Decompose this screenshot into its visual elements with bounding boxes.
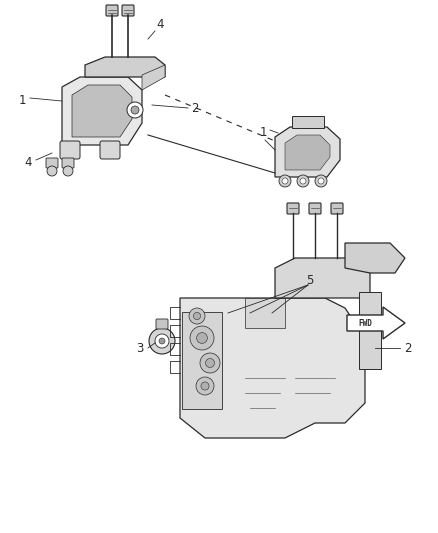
Circle shape: [149, 328, 175, 354]
Circle shape: [297, 175, 309, 187]
FancyBboxPatch shape: [309, 203, 321, 214]
Polygon shape: [347, 307, 405, 339]
Circle shape: [300, 178, 306, 184]
Circle shape: [279, 175, 291, 187]
Circle shape: [190, 326, 214, 350]
Circle shape: [196, 377, 214, 395]
Circle shape: [63, 166, 73, 176]
Circle shape: [159, 338, 165, 344]
Text: 4: 4: [156, 19, 164, 31]
Polygon shape: [142, 65, 165, 90]
Text: 1: 1: [18, 94, 26, 108]
Circle shape: [47, 166, 57, 176]
Circle shape: [194, 312, 201, 320]
FancyBboxPatch shape: [182, 312, 222, 409]
FancyBboxPatch shape: [287, 203, 299, 214]
Text: 3: 3: [136, 342, 144, 354]
Text: 1: 1: [259, 126, 267, 140]
Circle shape: [201, 382, 209, 390]
Polygon shape: [85, 57, 165, 77]
Circle shape: [315, 175, 327, 187]
Circle shape: [131, 106, 139, 114]
Polygon shape: [180, 298, 365, 438]
Circle shape: [197, 333, 208, 343]
FancyBboxPatch shape: [156, 319, 168, 329]
Circle shape: [155, 334, 169, 348]
FancyBboxPatch shape: [122, 5, 134, 16]
Circle shape: [127, 102, 143, 118]
Text: 2: 2: [191, 101, 199, 115]
Text: 2: 2: [404, 342, 412, 354]
Polygon shape: [72, 85, 132, 137]
Polygon shape: [275, 127, 340, 177]
Circle shape: [200, 353, 220, 373]
Text: FWD: FWD: [358, 319, 372, 327]
Circle shape: [205, 359, 215, 367]
Circle shape: [318, 178, 324, 184]
Circle shape: [189, 308, 205, 324]
Polygon shape: [275, 258, 370, 298]
FancyBboxPatch shape: [100, 141, 120, 159]
Polygon shape: [285, 135, 330, 170]
FancyBboxPatch shape: [331, 203, 343, 214]
Polygon shape: [345, 243, 405, 273]
Circle shape: [282, 178, 288, 184]
Text: 5: 5: [306, 274, 314, 287]
Polygon shape: [62, 77, 142, 145]
Polygon shape: [245, 298, 285, 328]
FancyBboxPatch shape: [46, 158, 58, 168]
FancyBboxPatch shape: [292, 116, 324, 128]
FancyBboxPatch shape: [62, 158, 74, 168]
FancyBboxPatch shape: [359, 292, 381, 369]
Text: 4: 4: [24, 157, 32, 169]
FancyBboxPatch shape: [106, 5, 118, 16]
FancyBboxPatch shape: [60, 141, 80, 159]
